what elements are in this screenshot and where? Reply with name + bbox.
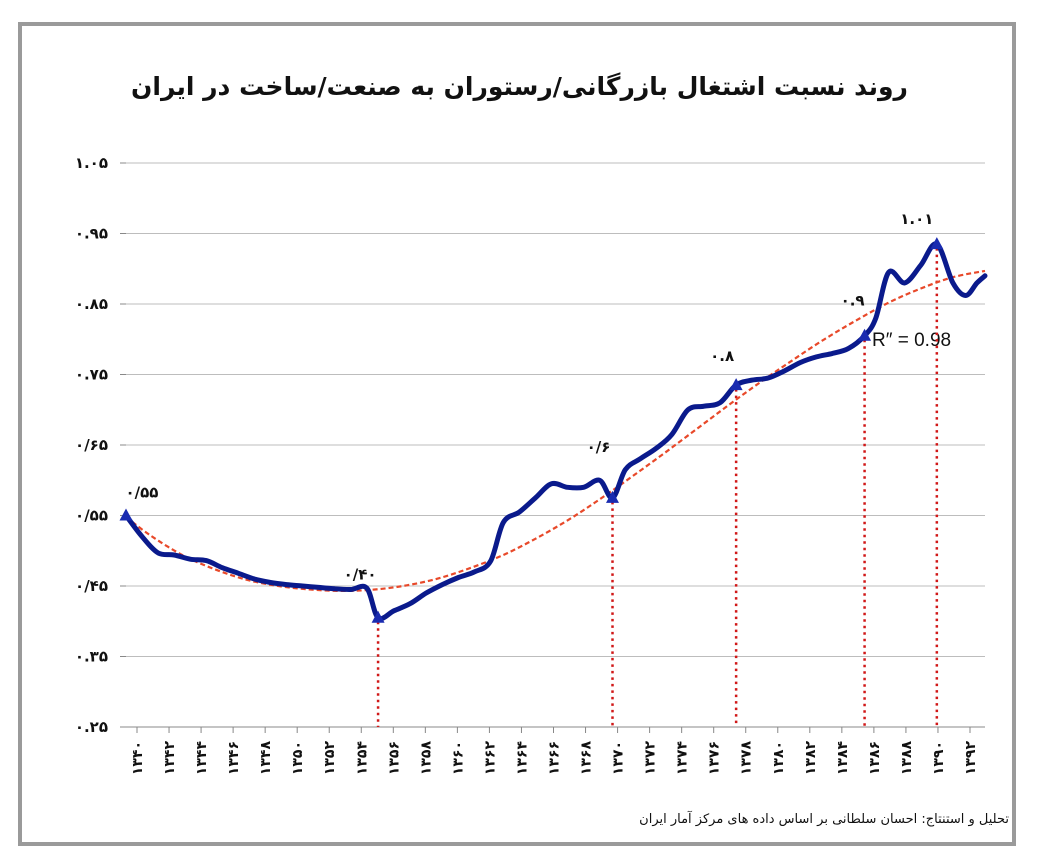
x-tick-label: ۱۳۸۰: [771, 741, 787, 775]
x-tick-label: ۱۳۴۸: [258, 741, 274, 776]
grid-lines: [120, 162, 985, 728]
data-marker: [119, 508, 133, 521]
data-label: ۰/۴۰: [344, 566, 377, 584]
y-tick-label: ۰.۸۵: [75, 295, 108, 313]
x-tick-label: ۱۳۵۸: [418, 741, 434, 776]
x-tick-label: ۱۳۵۰: [290, 741, 306, 775]
x-tick-label: ۱۳۴۴: [194, 741, 210, 776]
x-tick-label: ۱۳۴۲: [162, 741, 178, 776]
x-tick-label: ۱۳۶۰: [450, 741, 466, 775]
y-tick-label: ۰.۳۵: [75, 648, 108, 666]
y-axis-ticks: ۰.۲۵ ۰.۳۵ ۰/۴۵ ۰/۵۵ ۰/۶۵ ۰.۷۵ ۰.۸۵ ۰.۹۵ ۱.۰۵: [75, 154, 108, 736]
x-tick-label: ۱۳۴۶: [226, 741, 242, 775]
chart-frame: [18, 22, 1016, 846]
x-axis-ticks: ۱۳۴۰ ۱۳۴۲ ۱۳۴۴ ۱۳۴۶ ۱۳۴۸ ۱۳۵۰ ۱۳۵۲ ۱۳۵۴ ۱۳۵۶ ۱۳۵۸…: [130, 727, 979, 775]
y-tick-label: ۰.۷۵: [75, 366, 108, 384]
x-tick-label: ۱۳۸۸: [899, 741, 915, 776]
data-label: ۱.۰۱: [900, 210, 933, 228]
y-tick-label: ۰/۶۵: [75, 436, 108, 454]
source-note: تحلیل و استنتاج: احسان سلطانی بر اساس دا…: [639, 812, 1009, 827]
x-tick-label: ۱۳۶۸: [579, 741, 595, 776]
x-tick-label: ۱۳۶۲: [482, 741, 498, 776]
x-tick-label: ۱۳۷۲: [643, 741, 659, 776]
data-label: ۰/۵۵: [126, 484, 159, 502]
x-tick-label: ۱۳۷۴: [675, 741, 691, 776]
y-tick-label: ۰.۲۵: [75, 718, 108, 736]
trendline-path: [125, 269, 986, 593]
data-label: ۰.۸: [710, 347, 734, 365]
x-tick-label: ۱۳۸۲: [803, 741, 819, 776]
x-tick-label: ۱۳۶۶: [547, 741, 563, 775]
x-tick-label: ۱۳۴۰: [130, 741, 146, 775]
data-marker: [605, 490, 619, 503]
r-squared-label: R″ = 0.98: [872, 330, 952, 351]
x-tick-label: ۱۳۷۶: [707, 741, 723, 775]
markers: ۰/۵۵ ۰/۴۰ ۰/۶ ۰.۸ ۰.۹ ۱.۰۱: [119, 210, 944, 623]
chart-title: روند نسبت اشتغال بازرگانی/رستوران به صنع…: [131, 72, 908, 101]
x-tick-label: ۱۳۶۴: [514, 741, 530, 776]
x-tick-label: ۱۳۷۰: [611, 741, 627, 775]
data-label: ۰/۶: [587, 438, 611, 456]
y-tick-label: ۰/۵۵: [75, 507, 108, 525]
x-tick-label: ۱۳۸۴: [835, 741, 851, 776]
y-tick-label: ۰/۴۵: [75, 577, 108, 595]
trendline: [125, 269, 986, 593]
x-tick-label: ۱۳۹۲: [963, 741, 979, 776]
data-marker: [930, 237, 944, 250]
x-tick-label: ۱۳۸۶: [867, 741, 883, 775]
data-label: ۰.۹: [841, 292, 865, 310]
data-marker: [729, 378, 743, 391]
x-tick-label: ۱۳۷۸: [739, 741, 755, 776]
data-marker: [858, 328, 872, 341]
x-tick-label: ۱۳۵۲: [322, 741, 338, 776]
y-tick-label: ۰.۹۵: [75, 225, 108, 243]
x-tick-label: ۱۳۹۰: [931, 741, 947, 775]
data-marker: [371, 610, 385, 623]
x-tick-label: ۱۳۵۴: [354, 741, 370, 776]
drop-lines: [376, 248, 939, 727]
y-tick-label: ۱.۰۵: [75, 154, 108, 172]
x-tick-label: ۱۳۵۶: [386, 741, 402, 775]
